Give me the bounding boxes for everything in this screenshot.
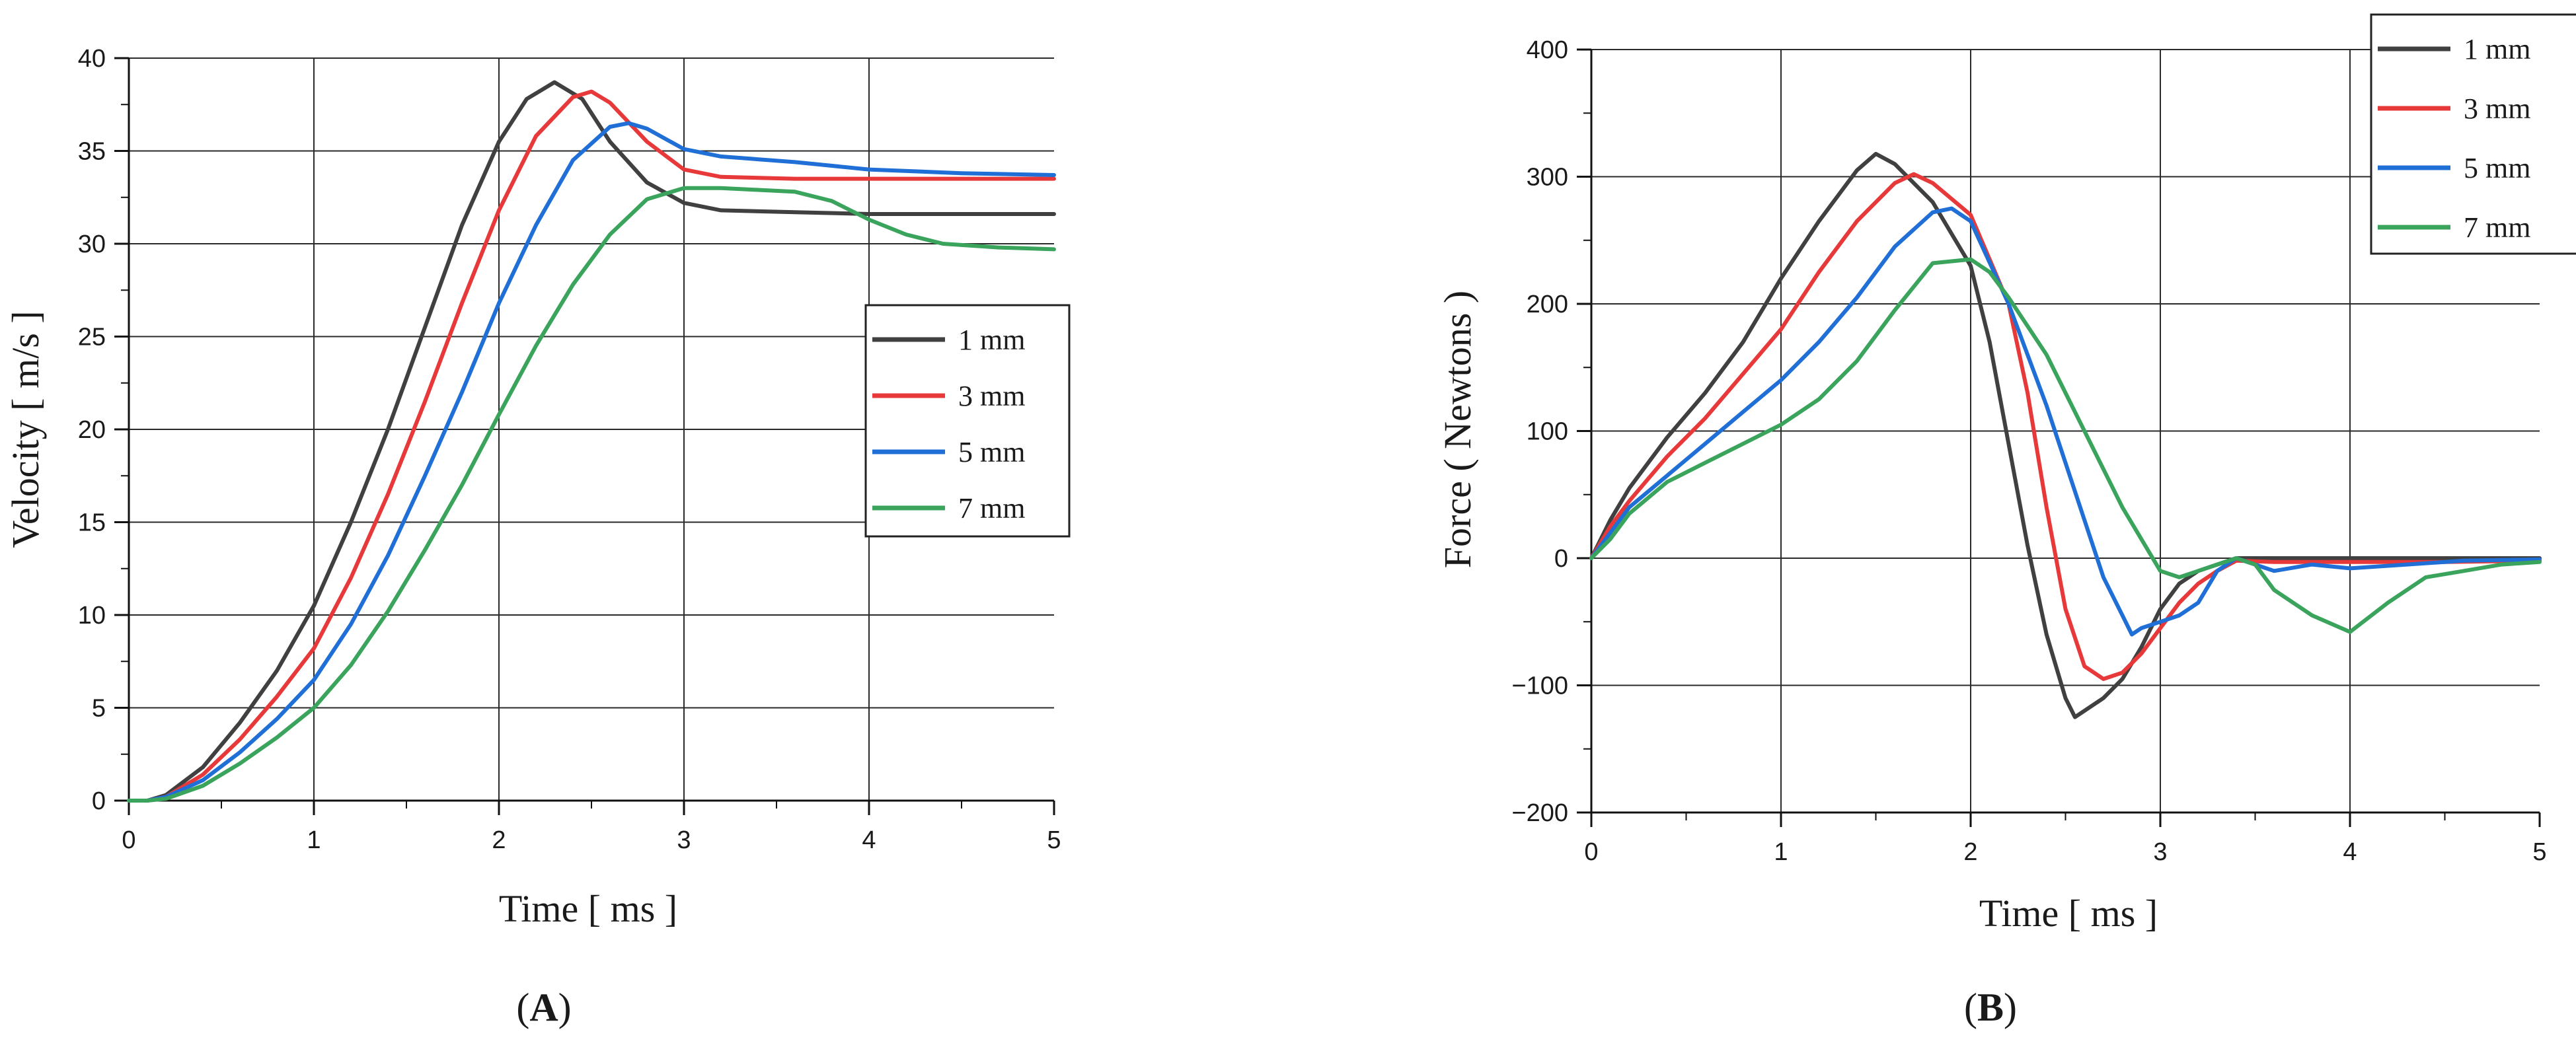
velocity-legend: 1 mm 3 mm 5 mm 7 mm <box>864 304 1071 538</box>
force-y-tick-label: −100 <box>1511 672 1568 700</box>
velocity-legend-label: 3 mm <box>958 380 1025 412</box>
force-y-tick-label: 400 <box>1527 36 1568 64</box>
velocity-y-tick-label: 0 <box>92 787 106 815</box>
velocity-x-tick-label: 4 <box>862 826 876 854</box>
force-legend-label: 7 mm <box>2464 211 2530 244</box>
velocity-legend-label: 1 mm <box>958 324 1025 356</box>
velocity-x-tick-label: 3 <box>677 826 691 854</box>
force-y-tick-label: 300 <box>1527 164 1568 192</box>
velocity-legend-box <box>864 304 1071 538</box>
velocity-y-tick-label: 5 <box>92 695 106 723</box>
force-chart: 0 1 2 3 4 5 −200 −100 0 100 200 300 400 1 mm 3 mm 5 mm 7… <box>1436 13 2576 1029</box>
force-y-tick-label: 0 <box>1554 545 1568 573</box>
force-series-5-mm <box>1589 206 2542 637</box>
velocity-series-7-mm <box>127 186 1056 803</box>
force-x-tick-label: 1 <box>1774 838 1788 866</box>
force-legend-box <box>2370 13 2576 255</box>
velocity-chart: 0 1 2 3 4 5 0 5 10 15 20 25 30 35 40 1 mm 3 mm 5 mm 7 mm Ti… <box>4 45 1071 1029</box>
velocity-y-tick-label: 35 <box>78 138 106 166</box>
velocity-y-tick-label: 15 <box>78 509 106 537</box>
velocity-x-tick-label: 1 <box>307 826 321 854</box>
velocity-series-5-mm <box>127 121 1056 803</box>
velocity-x-axis-label: Time [ ms ] <box>499 887 677 930</box>
velocity-y-tick-label: 20 <box>78 416 106 444</box>
force-y-tick-label: 200 <box>1527 291 1568 318</box>
velocity-x-tick-label: 0 <box>122 826 135 854</box>
velocity-y-axis-label: Velocity [ m/s ] <box>4 310 47 548</box>
velocity-x-tick-label: 2 <box>492 826 506 854</box>
velocity-x-tick-label: 5 <box>1047 826 1061 854</box>
velocity-y-tick-label: 10 <box>78 602 106 630</box>
velocity-series-3-mm <box>127 89 1056 803</box>
force-x-axis-label: Time [ ms ] <box>1979 892 2158 935</box>
force-legend-label: 5 mm <box>2464 152 2530 184</box>
force-x-tick-label: 4 <box>2343 838 2357 866</box>
velocity-legend-label: 7 mm <box>958 492 1025 524</box>
force-x-tick-label: 0 <box>1584 838 1598 866</box>
force-panel-label: (B) <box>1964 986 2017 1029</box>
velocity-legend-label: 5 mm <box>958 436 1025 468</box>
force-x-tick-label: 5 <box>2532 838 2546 866</box>
force-y-tick-label: 100 <box>1527 418 1568 446</box>
force-legend: 1 mm 3 mm 5 mm 7 mm <box>2370 13 2576 255</box>
force-legend-label: 1 mm <box>2464 33 2530 65</box>
force-x-tick-label: 3 <box>2153 838 2167 866</box>
velocity-y-tick-label: 40 <box>78 45 106 73</box>
force-series-7-mm <box>1589 257 2542 634</box>
velocity-y-tick-label: 30 <box>78 231 106 258</box>
velocity-panel-label: (A) <box>516 986 571 1029</box>
velocity-y-tick-label: 25 <box>78 324 106 351</box>
force-x-tick-label: 2 <box>1963 838 1977 866</box>
velocity-series-1-mm <box>127 80 1056 803</box>
force-y-axis-label: Force ( Newtons ) <box>1436 291 1479 568</box>
force-legend-label: 3 mm <box>2464 92 2530 125</box>
force-y-tick-label: −200 <box>1511 799 1568 827</box>
